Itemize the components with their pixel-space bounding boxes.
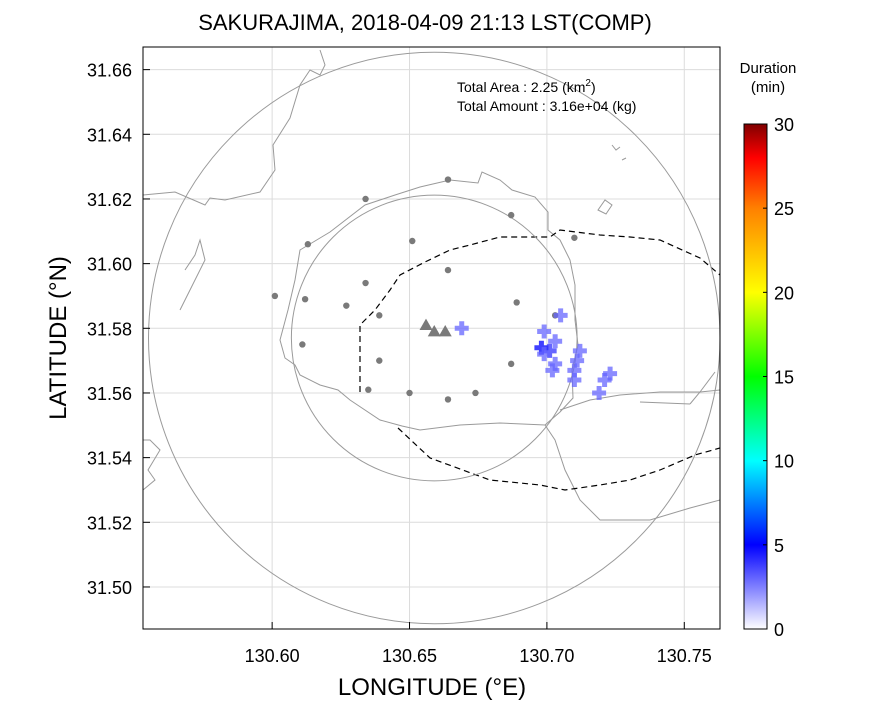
station-dot bbox=[299, 341, 306, 348]
city-boundary bbox=[359, 229, 720, 491]
mainland-coastline-west bbox=[143, 238, 206, 491]
y-tick-label: 31.66 bbox=[87, 61, 132, 81]
y-tick-label: 31.52 bbox=[87, 513, 132, 533]
station-dot bbox=[362, 195, 369, 203]
y-tick-label: 31.58 bbox=[87, 319, 132, 339]
station-dot bbox=[271, 292, 279, 300]
deposit-mark bbox=[537, 347, 552, 362]
station-dot bbox=[472, 389, 479, 397]
colorbar-title: Duration bbox=[740, 60, 797, 77]
mainland-coastline-east bbox=[559, 371, 720, 411]
colorbar-ticks: 0 5 10 15 20 25 30 bbox=[763, 115, 794, 640]
station-dot bbox=[343, 302, 350, 309]
y-tick-label: 31.60 bbox=[87, 255, 132, 275]
mainland-coastline-south bbox=[544, 424, 720, 521]
station-dot bbox=[376, 357, 383, 364]
deposit-mark bbox=[454, 321, 469, 336]
y-axis-label: LATITUDE (°N) bbox=[45, 256, 72, 420]
station-dot bbox=[376, 312, 383, 319]
y-tick-label: 31.54 bbox=[87, 449, 132, 469]
total-area-text: Total Area : 2.25 (km2) bbox=[457, 78, 596, 95]
station-dot bbox=[444, 266, 452, 274]
deposit-mark bbox=[548, 334, 563, 349]
x-axis-label: LONGITUDE (°E) bbox=[338, 674, 526, 701]
data-layer bbox=[148, 51, 720, 625]
total-area-superscript: 2 bbox=[585, 78, 591, 89]
x-tick-label: 130.75 bbox=[657, 646, 712, 666]
total-amount-text: Total Amount : 3.16e+04 (kg) bbox=[457, 98, 636, 114]
station-dot bbox=[406, 389, 413, 397]
deposit-mark bbox=[597, 373, 612, 388]
range-circle bbox=[148, 51, 720, 625]
sakurajima-coastline bbox=[279, 171, 579, 431]
grid-lines bbox=[143, 47, 720, 629]
colorbar-tick-label: 10 bbox=[774, 452, 794, 472]
colorbar-tick-label: 30 bbox=[774, 115, 794, 135]
total-area-label: Total Area : 2.25 (km bbox=[457, 79, 585, 95]
deposit-mark bbox=[545, 363, 560, 378]
station-dot bbox=[507, 360, 515, 368]
station-dot bbox=[444, 396, 452, 403]
deposit-mark bbox=[567, 373, 582, 388]
vent-triangle bbox=[419, 318, 433, 330]
station-dot bbox=[362, 279, 369, 287]
station-dot bbox=[513, 299, 520, 306]
colorbar-tick-label: 15 bbox=[774, 368, 794, 388]
deposit-mark bbox=[537, 324, 552, 339]
x-tick-label: 130.70 bbox=[519, 646, 574, 666]
station-dot bbox=[444, 176, 452, 183]
colorbar-unit: (min) bbox=[751, 79, 785, 96]
colorbar-tick-label: 20 bbox=[774, 283, 794, 303]
y-tick-label: 31.56 bbox=[87, 384, 132, 404]
x-tick-label: 130.65 bbox=[382, 646, 437, 666]
y-tick-label: 31.50 bbox=[87, 578, 132, 598]
summary-box: Total Area : 2.25 (km2) Total Amount : 3… bbox=[457, 78, 636, 114]
deposit-mark bbox=[592, 385, 607, 400]
deposit-mark bbox=[572, 343, 587, 358]
deposit-mark bbox=[553, 308, 568, 323]
total-area-close: ) bbox=[591, 79, 596, 95]
station-dot bbox=[365, 386, 372, 393]
chart-title: SAKURAJIMA, 2018-04-09 21:13 LST(COMP) bbox=[198, 10, 652, 35]
deposit-mark bbox=[570, 353, 585, 368]
station-dot bbox=[507, 211, 515, 219]
colorbar-tick-label: 0 bbox=[774, 620, 784, 640]
y-tick-label: 31.62 bbox=[87, 190, 132, 210]
y-tick-label: 31.64 bbox=[87, 125, 132, 145]
station-dot bbox=[571, 234, 578, 241]
islet bbox=[597, 144, 627, 215]
station-dot bbox=[409, 237, 416, 245]
colorbar-tick-label: 5 bbox=[774, 536, 784, 556]
colorbar-tick-label: 25 bbox=[774, 199, 794, 219]
station-dot bbox=[304, 241, 312, 248]
range-circle bbox=[290, 194, 578, 482]
x-tick-label: 130.60 bbox=[245, 646, 300, 666]
axes: 130.60 130.65 130.70 130.75 31.50 31.52 31.54 3… bbox=[87, 61, 712, 666]
station-dot bbox=[301, 296, 309, 303]
plot-frame bbox=[142, 46, 721, 630]
mainland-coastline-north bbox=[143, 49, 326, 206]
colorbar: Duration (min) 0 5 10 15 20 25 30 bbox=[740, 60, 797, 640]
vent-triangle bbox=[438, 325, 452, 337]
coastline-layer bbox=[143, 49, 720, 521]
vent-triangle bbox=[427, 325, 441, 337]
